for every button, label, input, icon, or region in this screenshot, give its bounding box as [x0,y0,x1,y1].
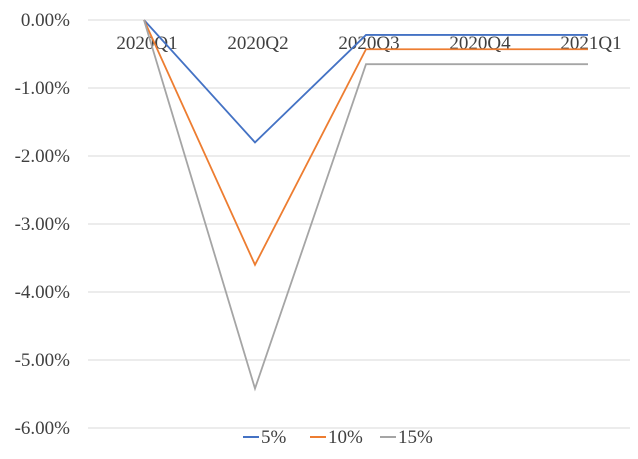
legend-label: 15% [398,427,433,448]
series-line [143,19,588,392]
series-line [143,19,588,267]
series-line [143,19,588,144]
x-tick-label: 2021Q1 [560,33,621,54]
legend-label: 10% [328,427,363,448]
y-tick-label: -3.00% [15,214,71,235]
x-tick-label: 2020Q1 [116,33,177,54]
x-tick-label: 2020Q3 [338,33,399,54]
y-tick-label: -2.00% [15,146,71,167]
series-lines [143,19,588,392]
y-axis-tick-labels: 0.00% -1.00% -2.00% -3.00% -4.00% -5.00% -6.00… [15,10,71,439]
legend-label: 5% [261,427,287,448]
gridlines [88,19,630,429]
x-axis-tick-labels: 2020Q1 2020Q2 2020Q3 2020Q4 2021Q1 [116,33,621,54]
legend: 5% 10% 15% [243,427,433,448]
x-tick-label: 2020Q4 [449,33,511,54]
x-tick-label: 2020Q2 [227,33,288,54]
y-tick-label: -6.00% [15,418,71,439]
y-tick-label: -5.00% [15,350,71,371]
y-tick-label: -1.00% [15,78,71,99]
y-tick-label: 0.00% [21,10,70,31]
y-tick-label: -4.00% [15,282,71,303]
